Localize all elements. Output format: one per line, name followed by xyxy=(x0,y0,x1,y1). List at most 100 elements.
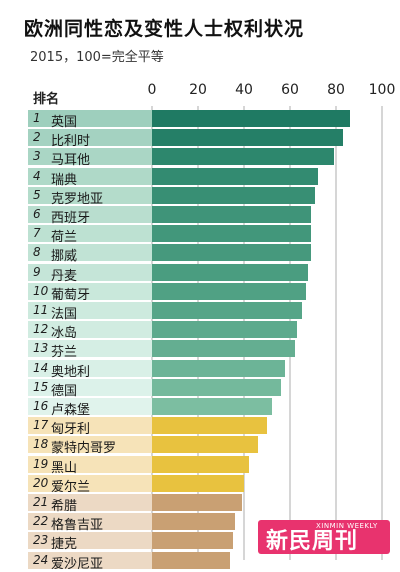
country-label: 英国 xyxy=(51,115,78,130)
row-label-background xyxy=(28,417,152,435)
rank-number: 23 xyxy=(33,533,49,548)
x-tick-label: 40 xyxy=(235,82,253,98)
bar xyxy=(152,474,244,492)
row-label-background xyxy=(28,129,152,147)
rank-number: 8 xyxy=(33,245,41,260)
row-label-background xyxy=(28,167,152,185)
country-label: 奥地利 xyxy=(51,364,91,380)
bar xyxy=(152,513,235,531)
bar xyxy=(152,417,267,435)
row-label-background xyxy=(28,206,152,223)
bar xyxy=(152,436,258,454)
bar xyxy=(152,206,311,223)
row-label-background xyxy=(28,474,152,492)
row-label-background xyxy=(28,378,152,396)
country-label: 捷克 xyxy=(51,537,78,553)
country-label: 爱沙尼亚 xyxy=(51,556,104,572)
country-label: 挪威 xyxy=(51,249,78,265)
rank-number: 21 xyxy=(33,495,49,509)
row-label-background xyxy=(28,340,152,358)
x-tick-label: 100 xyxy=(368,82,396,98)
row-label-background xyxy=(28,263,152,281)
rank-number: 10 xyxy=(33,283,49,298)
chart-title: 欧洲同性恋及变性人士权利状况 xyxy=(24,18,305,40)
rank-number: 14 xyxy=(33,360,49,375)
row-label-background xyxy=(28,244,152,262)
country-label: 冰岛 xyxy=(51,326,78,342)
bar xyxy=(152,282,307,300)
rank-number: 9 xyxy=(33,264,41,279)
rank-number: 4 xyxy=(33,168,41,183)
bar xyxy=(152,321,297,339)
row-label-background xyxy=(28,455,152,473)
country-label: 西班牙 xyxy=(51,211,91,226)
row-label-background xyxy=(28,513,152,531)
row-label-background xyxy=(28,302,152,319)
row-label-background xyxy=(28,186,152,204)
row-label-background xyxy=(28,359,152,377)
x-tick-label: 60 xyxy=(281,82,299,98)
rank-number: 22 xyxy=(33,514,49,529)
bar xyxy=(152,302,302,319)
row-label-background xyxy=(28,494,152,511)
country-label: 芬兰 xyxy=(51,345,78,361)
country-label: 匈牙利 xyxy=(51,422,91,438)
row-label-background xyxy=(28,321,152,339)
bar xyxy=(152,378,281,396)
bar xyxy=(152,551,231,569)
rank-number: 17 xyxy=(33,418,49,433)
logo-small-text: XINMIN WEEKLY xyxy=(316,522,378,530)
rank-number: 19 xyxy=(33,456,49,471)
x-tick-label: 20 xyxy=(189,82,207,98)
row-label-background xyxy=(28,148,152,166)
rank-number: 7 xyxy=(33,226,41,241)
rank-number: 6 xyxy=(33,207,41,221)
country-label: 葡萄牙 xyxy=(51,287,91,303)
country-label: 格鲁吉亚 xyxy=(51,518,104,534)
country-label: 荷兰 xyxy=(51,230,78,246)
rank-number: 18 xyxy=(33,437,49,452)
country-label: 黑山 xyxy=(51,460,78,476)
country-label: 克罗地亚 xyxy=(51,191,104,207)
logo-text: 新民周刊 xyxy=(266,529,359,554)
rank-header: 排名 xyxy=(33,92,60,107)
rank-number: 1 xyxy=(33,111,41,125)
country-label: 卢森堡 xyxy=(51,403,91,418)
rank-number: 3 xyxy=(33,149,41,164)
country-label: 德国 xyxy=(51,383,78,399)
country-label: 爱尔兰 xyxy=(51,479,91,495)
row-label-background xyxy=(28,282,152,300)
rank-number: 2 xyxy=(33,130,41,145)
rank-number: 20 xyxy=(33,475,49,490)
bar xyxy=(152,359,286,377)
bar xyxy=(152,398,272,415)
rank-number: 12 xyxy=(33,322,49,337)
bar xyxy=(152,340,295,358)
bar xyxy=(152,244,311,262)
country-label: 蒙特内哥罗 xyxy=(51,441,117,457)
bar xyxy=(152,225,311,243)
row-label-background xyxy=(28,532,152,550)
rank-number: 5 xyxy=(33,187,41,202)
chart-subtitle: 2015，100=完全平等 xyxy=(30,50,164,65)
country-label: 希腊 xyxy=(51,499,78,514)
bar xyxy=(152,532,233,550)
bar xyxy=(152,129,343,147)
bar xyxy=(152,110,350,127)
country-label: 比利时 xyxy=(51,134,91,150)
bar xyxy=(152,494,242,511)
country-label: 丹麦 xyxy=(51,268,78,284)
rank-number: 15 xyxy=(33,379,49,394)
x-tick-label: 80 xyxy=(327,82,345,98)
bar xyxy=(152,455,249,473)
rank-number: 11 xyxy=(33,303,49,317)
country-label: 法国 xyxy=(51,307,78,322)
rank-number: 13 xyxy=(33,341,49,356)
x-tick-label: 0 xyxy=(147,82,157,98)
bar xyxy=(152,167,318,185)
row-label-background xyxy=(28,110,152,127)
country-label: 马耳他 xyxy=(51,153,91,169)
row-label-background xyxy=(28,225,152,243)
row-label-background xyxy=(28,398,152,415)
rank-number: 16 xyxy=(33,399,49,413)
